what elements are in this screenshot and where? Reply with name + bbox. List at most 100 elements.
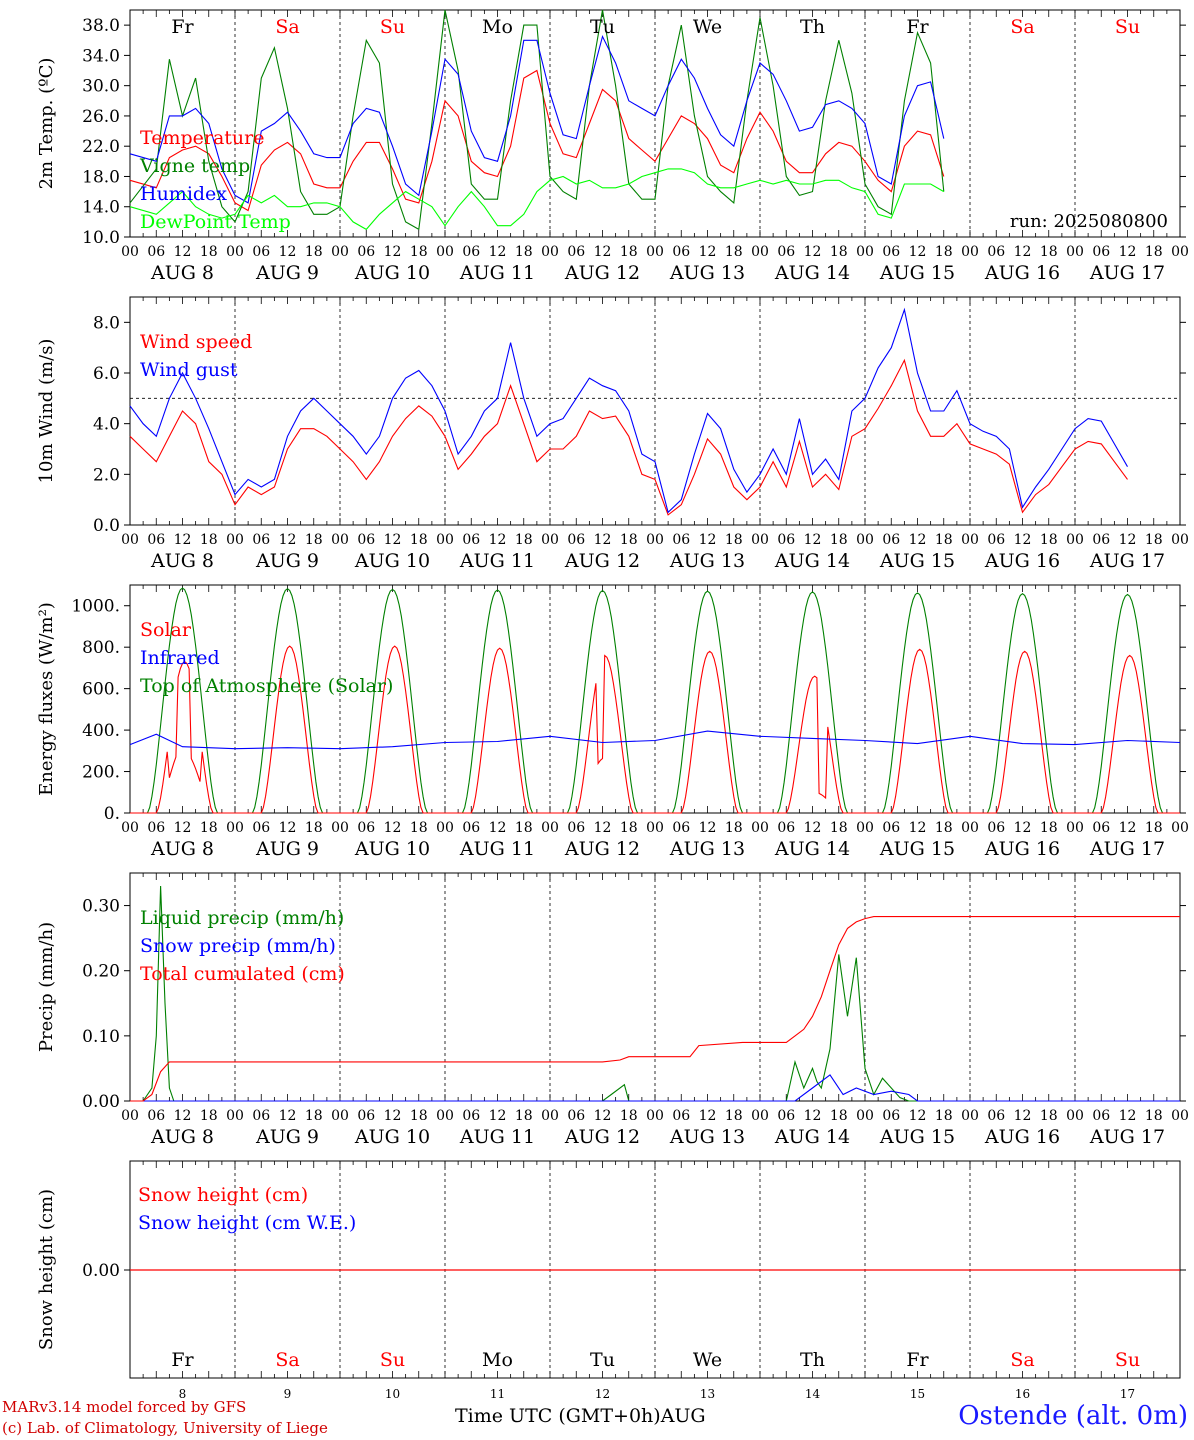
weekday-label: Fr xyxy=(906,1349,929,1371)
date-label: AUG 13 xyxy=(669,262,745,284)
date-label: AUG 13 xyxy=(669,1126,745,1148)
hour-tick-label: 00 xyxy=(226,532,244,548)
weekday-label: Fr xyxy=(906,16,929,38)
y-axis-label: Precip (mm/h) xyxy=(36,922,57,1052)
y-tick-label: 800. xyxy=(82,638,120,658)
hour-tick-label: 06 xyxy=(882,1108,900,1124)
hour-tick-label: 06 xyxy=(987,1108,1005,1124)
hour-tick-label: 06 xyxy=(1092,244,1110,260)
hour-tick-label: 12 xyxy=(804,820,822,836)
weekday-label: Sa xyxy=(275,16,299,38)
day-number-label: 17 xyxy=(1120,1387,1135,1401)
time-axis-label: Time UTC (GMT+0h)AUG xyxy=(455,1405,706,1427)
hour-tick-label: 06 xyxy=(357,244,375,260)
lab-credit: (c) Lab. of Climatology, University of L… xyxy=(2,1419,328,1437)
hour-tick-label: 18 xyxy=(725,820,743,836)
hour-tick-label: 18 xyxy=(305,532,323,548)
hour-tick-label: 00 xyxy=(541,532,559,548)
hour-tick-label: 00 xyxy=(751,244,769,260)
weekday-label: Sa xyxy=(1010,1349,1034,1371)
date-label: AUG 16 xyxy=(984,550,1060,572)
precip-legend-entry: Total cumulated (cm) xyxy=(140,963,345,985)
hour-tick-label: 06 xyxy=(462,532,480,548)
date-label: AUG 12 xyxy=(564,262,640,284)
y-tick-label: 600. xyxy=(82,680,120,700)
hour-tick-label: 06 xyxy=(357,820,375,836)
hour-tick-label: 12 xyxy=(804,244,822,260)
y-tick-label: 2.0 xyxy=(93,465,120,485)
hour-tick-label: 00 xyxy=(646,244,664,260)
date-label: AUG 12 xyxy=(564,838,640,860)
hour-tick-label: 18 xyxy=(620,532,638,548)
hour-tick-label: 18 xyxy=(830,532,848,548)
date-label: AUG 10 xyxy=(354,262,430,284)
day-number-label: 12 xyxy=(595,1387,610,1401)
y-tick-label: 0.20 xyxy=(82,962,120,982)
hour-tick-label: 00 xyxy=(751,1108,769,1124)
energy-legend-entry: Top of Atmosphere (Solar) xyxy=(140,675,393,697)
date-label: AUG 11 xyxy=(459,550,535,572)
date-label: AUG 9 xyxy=(255,1126,319,1148)
date-label: AUG 16 xyxy=(984,838,1060,860)
date-label: AUG 15 xyxy=(879,550,955,572)
hour-tick-label: 00 xyxy=(541,1108,559,1124)
hour-tick-label: 00 xyxy=(331,244,349,260)
weekday-label: Tu xyxy=(590,16,615,38)
hour-tick-label: 18 xyxy=(830,1108,848,1124)
hour-tick-label: 12 xyxy=(279,532,297,548)
date-label: AUG 8 xyxy=(150,1126,214,1148)
hour-tick-label: 12 xyxy=(174,1108,192,1124)
temperature-series-line xyxy=(129,168,945,231)
hour-tick-label: 12 xyxy=(699,820,717,836)
hour-tick-label: 18 xyxy=(1040,532,1058,548)
hour-tick-label: 00 xyxy=(436,820,454,836)
hour-tick-label: 06 xyxy=(987,244,1005,260)
wind-series-line xyxy=(129,307,1128,514)
hour-tick-label: 12 xyxy=(594,532,612,548)
hour-tick-label: 18 xyxy=(935,1108,953,1124)
hour-tick-label: 12 xyxy=(1119,1108,1137,1124)
y-tick-label: 0.00 xyxy=(82,1261,120,1281)
hour-tick-label: 00 xyxy=(121,820,139,836)
date-label: AUG 15 xyxy=(879,1126,955,1148)
hour-tick-label: 18 xyxy=(830,244,848,260)
hour-tick-label: 12 xyxy=(279,820,297,836)
hour-tick-label: 06 xyxy=(1092,1108,1110,1124)
hour-tick-label: 00 xyxy=(961,1108,979,1124)
hour-tick-label: 12 xyxy=(384,820,402,836)
hour-tick-label: 06 xyxy=(987,532,1005,548)
hour-tick-label: 18 xyxy=(515,244,533,260)
date-label: AUG 14 xyxy=(774,550,850,572)
temperature-legend-entry: Vigne temp xyxy=(139,155,250,177)
hour-tick-label: 18 xyxy=(305,244,323,260)
hour-tick-label: 06 xyxy=(147,532,165,548)
hour-tick-label: 12 xyxy=(279,244,297,260)
hour-tick-label: 12 xyxy=(594,244,612,260)
hour-tick-label: 06 xyxy=(1092,820,1110,836)
date-label: AUG 17 xyxy=(1089,1126,1165,1148)
y-tick-label: 0. xyxy=(104,804,120,824)
wind-series-line xyxy=(129,358,1128,516)
hour-tick-label: 00 xyxy=(121,244,139,260)
date-label: AUG 10 xyxy=(354,1126,430,1148)
date-label: AUG 10 xyxy=(354,838,430,860)
date-label: AUG 8 xyxy=(150,550,214,572)
y-tick-label: 400. xyxy=(82,721,120,741)
hour-tick-label: 18 xyxy=(935,820,953,836)
date-label: AUG 11 xyxy=(459,838,535,860)
hour-tick-label: 06 xyxy=(147,820,165,836)
hour-tick-label: 00 xyxy=(646,820,664,836)
hour-tick-label: 00 xyxy=(646,532,664,548)
hour-tick-label: 06 xyxy=(567,244,585,260)
hour-tick-label: 12 xyxy=(804,1108,822,1124)
hour-tick-label: 12 xyxy=(1119,532,1137,548)
date-label: AUG 15 xyxy=(879,262,955,284)
weekday-label: Su xyxy=(380,1349,405,1371)
hour-tick-label: 18 xyxy=(725,244,743,260)
run-annotation: run: 2025080800 xyxy=(1010,211,1168,232)
date-label: AUG 11 xyxy=(459,1126,535,1148)
weekday-label: Mo xyxy=(482,1349,513,1371)
hour-tick-label: 18 xyxy=(410,820,428,836)
hour-tick-label: 12 xyxy=(699,532,717,548)
